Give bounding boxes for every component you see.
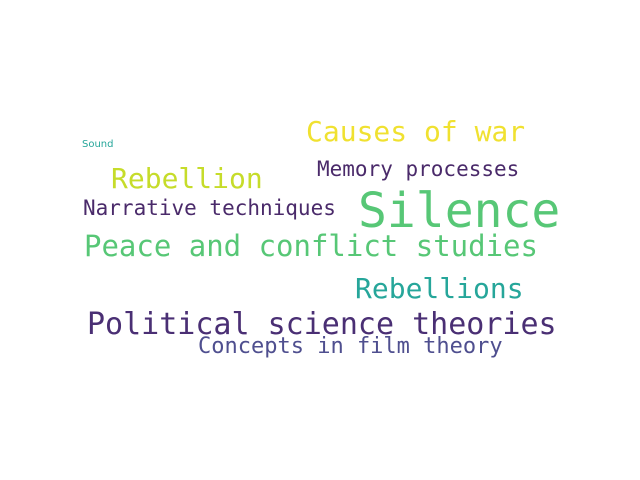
word-sound: Sound bbox=[82, 139, 114, 150]
word-rebellions: Rebellions bbox=[355, 272, 524, 305]
word-narrative-techniques: Narrative techniques bbox=[83, 196, 336, 220]
word-silence: Silence bbox=[358, 183, 561, 239]
word-memory-processes: Memory processes bbox=[317, 157, 520, 181]
word-rebellion: Rebellion bbox=[111, 162, 263, 195]
word-causes-of-war: Causes of war bbox=[306, 115, 526, 148]
word-political-science-theories: Political science theories bbox=[87, 307, 557, 342]
word-concepts-in-film-theory: Concepts in film theory bbox=[198, 334, 503, 359]
word-peace-and-conflict-studies: Peace and conflict studies bbox=[84, 229, 538, 263]
